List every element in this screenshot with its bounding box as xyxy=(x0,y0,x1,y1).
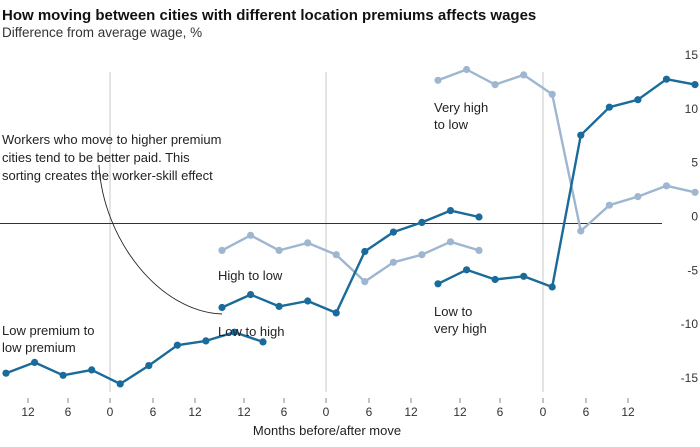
y-tick-label: 0 xyxy=(691,210,698,224)
data-point xyxy=(520,272,528,280)
x-tick-label: 12 xyxy=(237,405,251,419)
data-point xyxy=(88,366,96,374)
data-point xyxy=(389,258,397,266)
annotation-connector xyxy=(98,164,223,315)
x-tick-label: 6 xyxy=(281,405,288,419)
data-point xyxy=(691,81,699,89)
x-tick-label: 6 xyxy=(150,405,157,419)
data-point xyxy=(577,227,585,235)
data-point xyxy=(691,188,699,196)
y-tick-label: 10 xyxy=(685,102,699,116)
data-point xyxy=(463,65,471,74)
axis-layer: 15 10 5 0 -5 -10 -15 12 6 0 6 12 12 6 0 6 12 12 6 0 6 12 xyxy=(0,48,698,419)
chart-title: How moving between cities with different… xyxy=(2,7,536,24)
data-point xyxy=(275,246,283,254)
x-axis-label: Months before/after move xyxy=(253,423,401,438)
data-point xyxy=(247,231,255,239)
x-tick-label: 12 xyxy=(404,405,418,419)
series-line-low-premium-to-low-premium xyxy=(5,331,264,386)
x-tick-label: 12 xyxy=(188,405,202,419)
x-tick-label: 12 xyxy=(621,405,635,419)
x-tick-label: 12 xyxy=(453,405,467,419)
y-tick-label: -5 xyxy=(687,263,698,277)
data-point xyxy=(304,297,312,305)
x-tick-label: 12 xyxy=(21,405,35,419)
x-tick-label: 6 xyxy=(65,405,72,419)
data-point xyxy=(446,238,455,246)
data-point xyxy=(275,302,283,310)
annotation-line-2: cities tend to be better paid. This xyxy=(2,150,190,165)
x-tick-label: 6 xyxy=(497,405,504,419)
data-point xyxy=(548,90,556,98)
data-point xyxy=(332,251,340,259)
y-tick-label: 5 xyxy=(691,156,698,170)
data-point xyxy=(418,218,426,226)
data-point xyxy=(463,266,471,274)
data-point xyxy=(361,247,369,256)
data-point xyxy=(491,275,499,284)
data-point xyxy=(520,71,528,79)
series-label: Low to high xyxy=(218,324,285,339)
data-point xyxy=(218,303,226,312)
data-point xyxy=(634,96,642,104)
series-line-very-high-to-low xyxy=(437,68,696,233)
annotation: Workers who move to higher premium citie… xyxy=(2,132,223,315)
data-point xyxy=(577,131,585,139)
data-point xyxy=(389,228,397,236)
data-point xyxy=(173,341,181,349)
series-label: Low to very high xyxy=(434,304,487,336)
data-point xyxy=(662,75,671,83)
y-tick-label: 15 xyxy=(685,48,699,62)
x-tick-label: 6 xyxy=(366,405,373,419)
data-point xyxy=(30,358,39,366)
data-point xyxy=(202,337,210,345)
label-layer: Low premium to low premium High to low Low … xyxy=(2,100,488,355)
annotation-line-1: Workers who move to higher premium xyxy=(2,132,221,147)
x-tick-label: 6 xyxy=(583,405,590,419)
series-line-high-to-low xyxy=(221,234,480,283)
data-point xyxy=(145,362,153,370)
data-point xyxy=(434,280,442,288)
data-point xyxy=(605,201,614,209)
data-point xyxy=(548,283,556,291)
data-point xyxy=(605,103,614,111)
chart-subtitle: Difference from average wage, % xyxy=(2,25,202,40)
data-point xyxy=(304,239,312,247)
x-tick-label: 0 xyxy=(540,405,547,419)
series-label: Very high to low xyxy=(434,100,488,132)
data-point xyxy=(2,369,10,377)
grid-layer xyxy=(109,72,544,392)
data-point xyxy=(230,328,239,336)
data-point xyxy=(332,309,340,317)
data-point xyxy=(634,193,642,201)
data-point xyxy=(59,371,67,379)
series-line-low-to-very-high xyxy=(437,77,696,289)
data-point xyxy=(116,380,124,388)
x-tick-label: 0 xyxy=(323,405,330,419)
series-label: High to low xyxy=(218,268,283,283)
y-tick-label: -10 xyxy=(681,317,699,331)
data-point xyxy=(446,207,455,215)
data-point xyxy=(662,182,671,190)
data-point xyxy=(218,246,226,254)
x-tick-label: 0 xyxy=(107,405,114,419)
data-point xyxy=(361,278,369,286)
data-point xyxy=(434,76,442,84)
series-line-low-to-high xyxy=(221,209,480,315)
data-point xyxy=(259,338,267,346)
data-point xyxy=(418,251,426,259)
data-point xyxy=(475,246,483,254)
data-point xyxy=(475,213,483,221)
series-label: Low premium to low premium xyxy=(2,323,94,355)
series-layer xyxy=(2,65,699,388)
annotation-line-3: sorting creates the worker-skill effect xyxy=(2,168,213,183)
y-tick-label: -15 xyxy=(681,371,699,385)
data-point xyxy=(247,291,255,299)
data-point xyxy=(491,81,499,89)
